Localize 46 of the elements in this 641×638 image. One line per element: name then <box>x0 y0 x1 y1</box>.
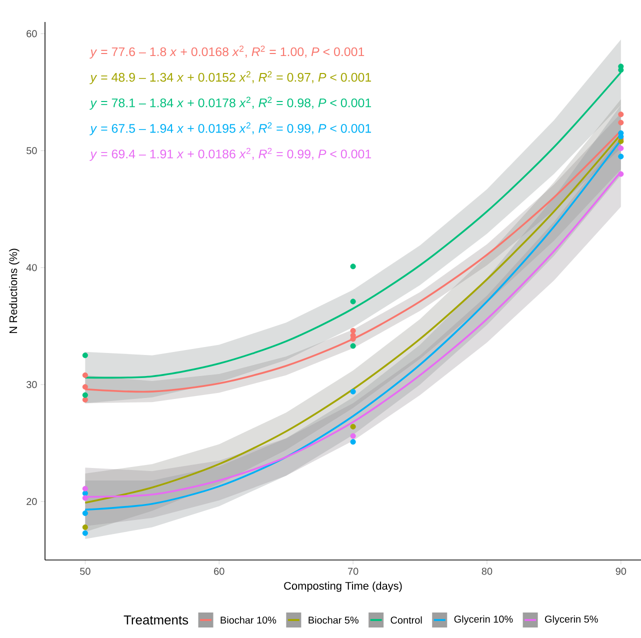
y-tick-label: 60 <box>26 30 37 38</box>
point <box>82 510 88 516</box>
point <box>82 352 88 358</box>
text: y = 69.4 – 1.91 x + 0.0186 x$^{2}$, R$^{2}$ = 0.99, P < 0.001 <box>90 148 371 161</box>
point <box>618 146 624 152</box>
point <box>350 424 356 430</box>
y-tick-label: 20 <box>26 498 37 506</box>
y-tick-label: 40 <box>26 264 37 272</box>
point <box>82 486 88 492</box>
x-tick-label: 50 <box>80 568 90 575</box>
text: y = 78.1 – 1.84 x + 0.0178 x$^{2}$, R$^{2}$ = 0.98, P < 0.001 <box>90 96 371 110</box>
point <box>618 112 624 118</box>
legend-label: Glycerin 5% <box>545 615 598 625</box>
point <box>82 372 88 378</box>
point <box>350 343 356 349</box>
point <box>350 433 356 439</box>
text: y = 77.6 – 1.8 x + 0.0168 x$^{2}$, R$^{2}$ = 1.00, P < 0.001 <box>90 46 364 59</box>
legend-label: Biochar 5% <box>308 616 358 624</box>
x-tick-label: 60 <box>214 568 224 575</box>
point <box>82 384 88 390</box>
point <box>618 154 624 160</box>
y-axis-title: N Reductions (%) <box>9 248 20 334</box>
point <box>618 138 624 144</box>
legend-label: Control <box>390 616 422 624</box>
point <box>618 171 624 177</box>
point <box>350 298 356 304</box>
legend-label: Glycerin 10% <box>454 615 513 625</box>
point <box>350 388 356 394</box>
point <box>350 328 356 334</box>
y-tick-label: 50 <box>26 147 37 154</box>
point <box>618 120 624 126</box>
x-axis-title: Composting Time (days) <box>284 582 402 592</box>
point <box>350 439 356 445</box>
x-tick-label: 80 <box>482 568 492 575</box>
point <box>82 495 88 501</box>
legend-title: Treatments <box>124 615 188 625</box>
point <box>82 392 88 398</box>
point <box>350 264 356 270</box>
x-tick-label: 70 <box>348 568 358 575</box>
x-tick-label: 90 <box>616 568 626 575</box>
point <box>82 524 88 530</box>
y-tick-label: 30 <box>26 381 37 388</box>
text: y = 67.5 – 1.94 x + 0.0195 x$^{2}$, R$^{2}$ = 0.99, P < 0.001 <box>90 122 371 136</box>
point <box>82 530 88 536</box>
legend-label: Biochar 10% <box>220 616 276 624</box>
text: y = 48.9 – 1.34 x + 0.0152 x$^{2}$, R$^{2}$ = 0.97, P < 0.001 <box>90 71 371 84</box>
